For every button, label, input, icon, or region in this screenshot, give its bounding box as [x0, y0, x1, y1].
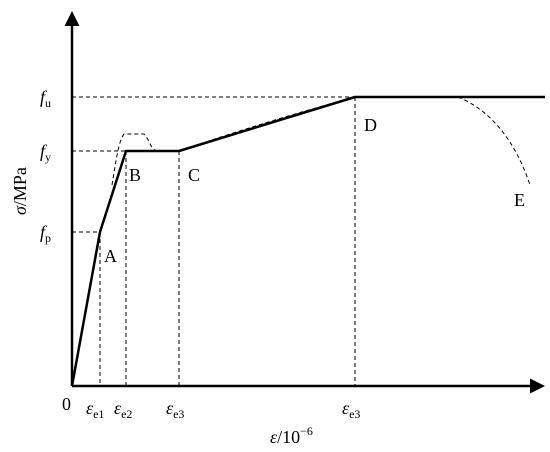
guide-lines	[72, 96, 356, 386]
x-level-label: εe3	[166, 398, 184, 421]
label-part: ε	[114, 398, 122, 418]
label-part: e2	[121, 407, 132, 421]
label-part: e3	[173, 407, 184, 421]
x-level-label: εe1	[86, 398, 104, 421]
model-curve	[70, 95, 545, 387]
label-part: u	[45, 96, 51, 110]
y-level-label: fu	[40, 87, 51, 110]
x-level-label: εe3	[342, 398, 360, 421]
label-part: σ	[10, 205, 30, 215]
label-part: ε	[342, 398, 350, 418]
label-part: f	[40, 87, 48, 107]
label-part: /MPa	[10, 167, 30, 206]
label-part: e3	[349, 407, 360, 421]
label-part: ε	[166, 398, 174, 418]
y-axis-label: σ/MPa	[10, 167, 30, 215]
label-part: y	[45, 150, 51, 164]
label-part: f	[40, 141, 48, 161]
x-level-label: εe2	[114, 398, 132, 421]
origin-label: 0	[62, 394, 71, 414]
point-label: A	[104, 246, 117, 266]
experimental-curve	[111, 96, 531, 186]
point-label: C	[188, 165, 200, 185]
label-part: e1	[93, 407, 104, 421]
point-label: B	[129, 165, 141, 185]
point-label: D	[364, 115, 377, 135]
label-part: ε	[86, 398, 94, 418]
point-label: E	[514, 190, 525, 210]
label-part: p	[45, 231, 51, 245]
label-part: −6	[300, 424, 313, 438]
y-level-label: fp	[40, 222, 51, 245]
label-part: f	[40, 222, 48, 242]
label-part: ε	[270, 427, 278, 447]
y-level-label: fy	[40, 141, 51, 164]
x-axis-label: ε/10−6	[270, 424, 313, 447]
label-part: /10	[277, 427, 300, 447]
